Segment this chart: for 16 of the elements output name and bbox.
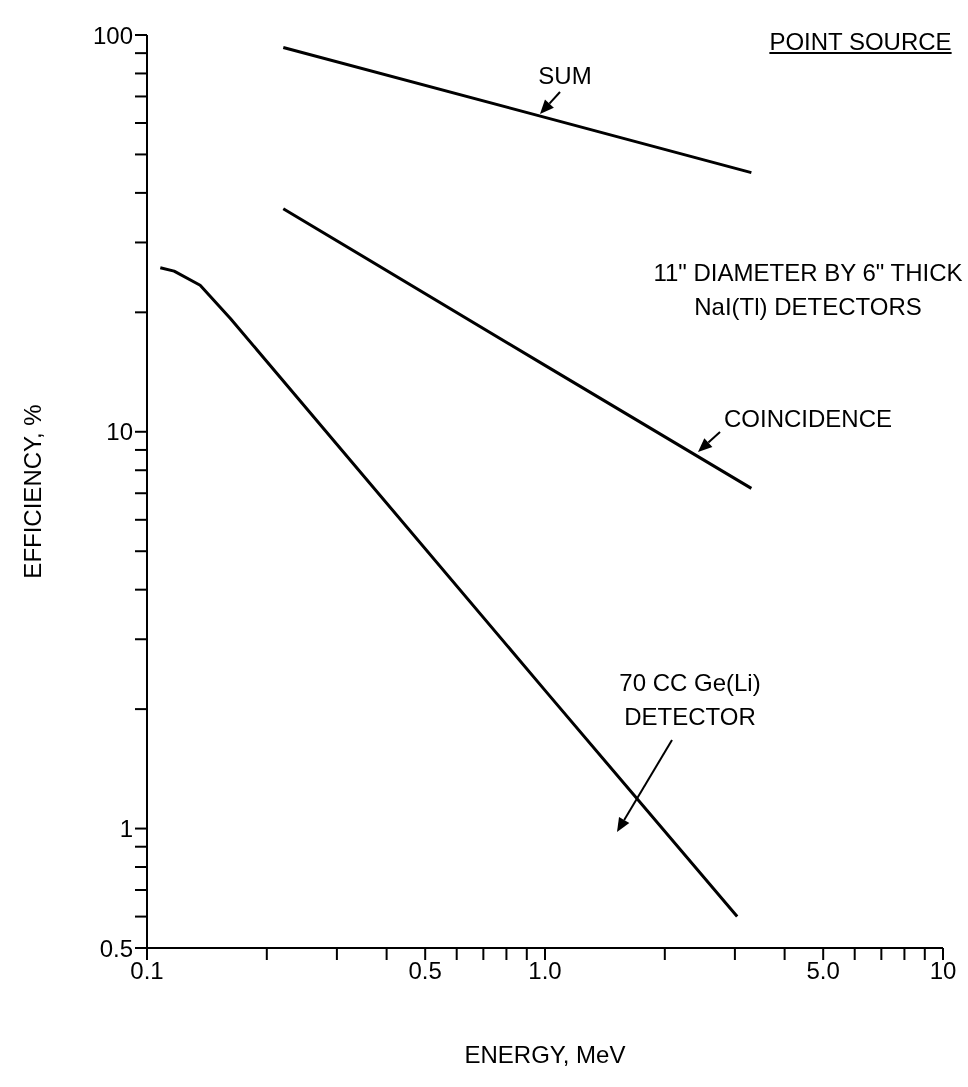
x-tick-label: 1.0	[528, 957, 562, 985]
x-axis-title: ENERGY, MeV	[464, 1041, 626, 1068]
x-tick-label: 10	[929, 957, 957, 985]
annotation: 11" DIAMETER BY 6" THICK NaI(Tl) DETECTORS	[652, 258, 964, 322]
series-label: COINCIDENCE	[723, 404, 893, 434]
series-label: 70 CC Ge(Li) DETECTOR	[618, 668, 762, 732]
y-tick-label: 100	[92, 21, 133, 49]
x-tick-label: 0.5	[408, 957, 442, 985]
annotation: POINT SOURCE	[768, 28, 953, 56]
y-tick-label: 0.5	[99, 934, 133, 962]
y-axis-title: EFFICIENCY, %	[18, 404, 46, 579]
x-tick-label: 0.1	[130, 957, 164, 985]
x-tick-label: 5.0	[806, 957, 840, 985]
series-label: SUM	[537, 61, 593, 91]
y-tick-label: 1	[119, 815, 133, 843]
y-tick-label: 10	[106, 418, 133, 446]
